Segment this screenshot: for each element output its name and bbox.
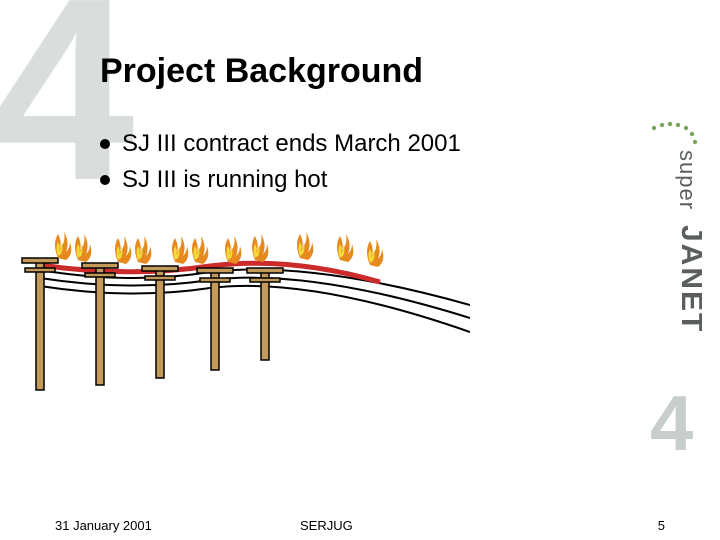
bullet-item: SJ III contract ends March 2001 xyxy=(100,130,461,158)
footer-center: SERJUG xyxy=(300,518,353,533)
slide-title: Project Background xyxy=(100,52,423,91)
superjanet-logo: super JANET 4 xyxy=(642,120,702,460)
footer-page-number: 5 xyxy=(658,518,665,533)
footer-date: 31 January 2001 xyxy=(55,518,152,533)
svg-text:4: 4 xyxy=(650,379,693,460)
bullet-text: SJ III contract ends March 2001 xyxy=(122,130,461,158)
bullet-dot xyxy=(100,175,110,185)
bullet-list: SJ III contract ends March 2001 SJ III i… xyxy=(100,130,461,202)
power-lines-illustration xyxy=(10,210,470,410)
bullet-item: SJ III is running hot xyxy=(100,166,461,194)
bullet-text: SJ III is running hot xyxy=(122,166,327,194)
bullet-dot xyxy=(100,139,110,149)
svg-text:super: super xyxy=(675,150,700,210)
svg-text:JANET: JANET xyxy=(675,225,702,333)
